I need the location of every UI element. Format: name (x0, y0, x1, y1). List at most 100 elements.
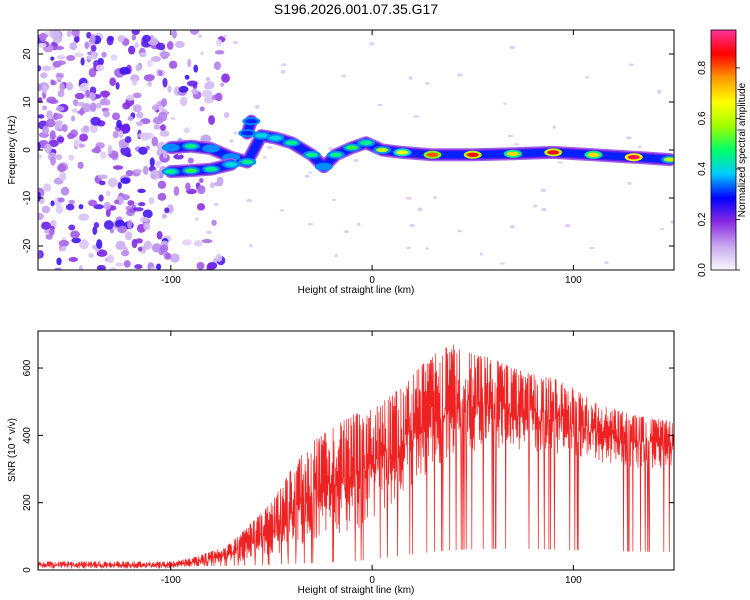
noise-blob (215, 253, 223, 262)
noise-blob (137, 246, 143, 252)
noise-blob (159, 244, 169, 253)
noise-blob (110, 54, 118, 61)
colorbar-tick-label: 0.6 (697, 111, 708, 125)
noise-speck (408, 76, 413, 80)
noise-blob (149, 157, 155, 167)
noise-speck (541, 207, 547, 212)
snr-series-layer (38, 344, 674, 569)
noise-blob (135, 64, 142, 72)
noise-blob (124, 136, 132, 144)
noise-speck (552, 125, 556, 129)
noise-blob (72, 99, 79, 107)
spectrogram-y-tick-label: -20 (22, 238, 33, 253)
noise-blob (156, 231, 163, 240)
ridge-peak (376, 147, 389, 153)
noise-blob (88, 252, 94, 258)
ridge-peak (164, 145, 177, 150)
noise-blob (71, 237, 81, 244)
noise-blob (57, 164, 67, 173)
noise-blob (147, 80, 153, 87)
noise-blob (60, 186, 70, 196)
noise-blob (48, 99, 59, 105)
noise-blob (56, 136, 65, 143)
noise-blob (101, 51, 107, 58)
noise-blob (171, 30, 177, 39)
noise-blob (96, 264, 106, 270)
noise-speck (197, 34, 203, 39)
noise-blob (139, 216, 150, 222)
noise-blob (95, 102, 102, 109)
noise-blob (136, 111, 144, 119)
noise-blob (221, 73, 230, 83)
noise-blob (53, 45, 65, 50)
noise-blob (216, 39, 222, 47)
noise-blob (196, 203, 206, 211)
spectrogram-y-tick-label: 20 (22, 48, 33, 60)
noise-blob (112, 112, 121, 121)
noise-speck (657, 89, 662, 94)
noise-blob (59, 171, 67, 182)
noise-blob (42, 105, 48, 111)
noise-blob (68, 257, 79, 262)
noise-blob (119, 66, 131, 75)
noise-blob (68, 224, 76, 231)
noise-speck (585, 76, 590, 79)
ridge-peak (205, 146, 218, 151)
noise-blob (42, 84, 48, 94)
noise-speck (279, 209, 285, 212)
noise-blob (131, 238, 138, 249)
noise-blob (201, 89, 213, 98)
noise-blob (98, 194, 104, 202)
noise-blob (54, 267, 62, 270)
noise-blob (136, 120, 144, 127)
noise-blob (206, 263, 214, 270)
ridge-peak (360, 140, 373, 145)
noise-speck (233, 131, 238, 135)
noise-blob (55, 204, 64, 214)
noise-blob (139, 52, 147, 58)
noise-blob (59, 82, 65, 93)
ridge-peak (396, 150, 409, 155)
snr-y-tick-label: 0 (22, 567, 33, 573)
noise-speck (588, 246, 595, 249)
noise-blob (160, 124, 166, 132)
noise-speck (604, 261, 609, 264)
colorbar-tick-label: 0.0 (697, 263, 708, 277)
noise-speck (246, 199, 253, 203)
noise-blob (187, 157, 194, 164)
noise-blob (88, 92, 96, 100)
ridge-peak (225, 155, 238, 160)
noise-blob (46, 110, 53, 120)
noise-blob (214, 50, 225, 55)
noise-speck (307, 223, 314, 226)
noise-blob (95, 64, 105, 72)
noise-speck (413, 115, 420, 118)
noise-blob (85, 89, 90, 98)
snr-x-axis-label: Height of straight line (km) (298, 585, 415, 596)
noise-blob (38, 65, 42, 72)
colorbar-tick-label: 0.8 (697, 61, 708, 75)
noise-blob (155, 160, 162, 166)
noise-blob (38, 142, 41, 151)
noise-blob (38, 153, 43, 159)
spectrogram-x-tick-label: -100 (161, 275, 181, 286)
noise-blob (66, 55, 76, 62)
noise-speck (503, 102, 507, 105)
noise-blob (117, 181, 122, 189)
spectrogram-y-tick-label: 0 (22, 147, 33, 153)
noise-blob (96, 239, 103, 249)
colorbar-ticks: 0.0 0.2 0.4 0.6 0.8 (697, 61, 740, 277)
noise-speck (332, 198, 336, 202)
noise-blob (103, 220, 114, 230)
noise-blob (74, 52, 84, 58)
noise-speck (417, 207, 423, 212)
ridge-lower-branch-peak (184, 168, 197, 173)
noise-blob (79, 133, 89, 142)
noise-blob (106, 254, 115, 264)
spectrogram-y-axis-label: Frequency (Hz) (7, 116, 18, 185)
noise-blob (38, 191, 41, 202)
noise-blob (90, 102, 97, 112)
chart-title: S196.2026.001.07.35.G17 (274, 1, 438, 17)
noise-speck (280, 63, 287, 66)
